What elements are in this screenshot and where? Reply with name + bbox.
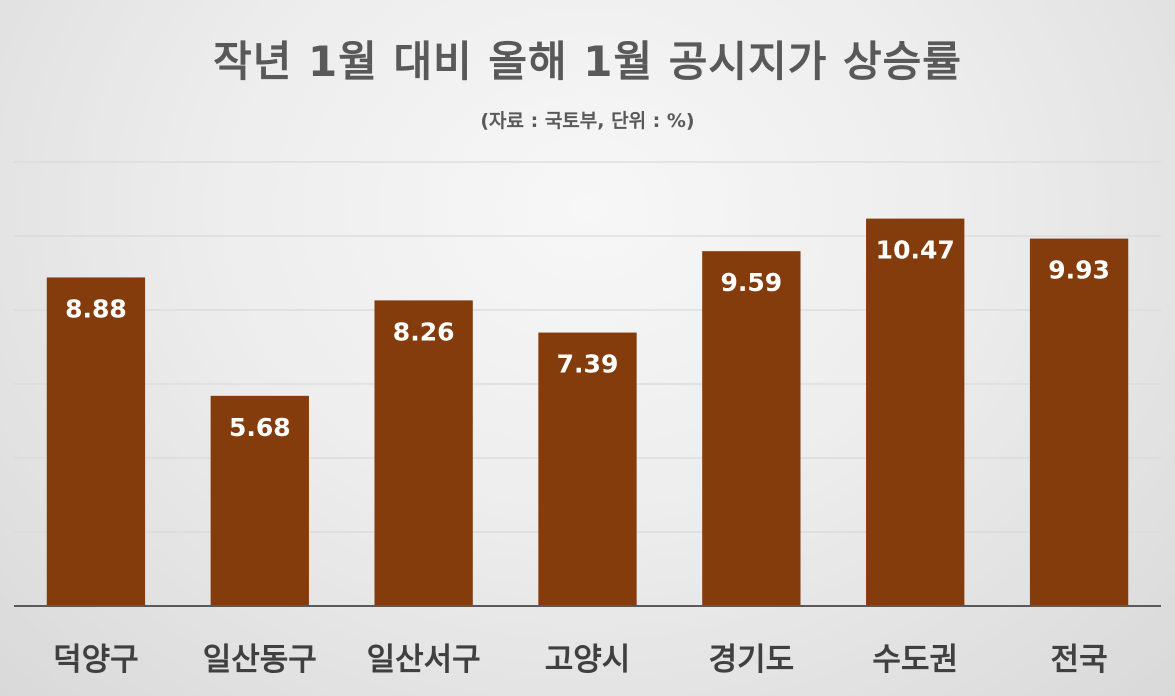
category-label: 고양시 bbox=[545, 642, 631, 678]
category-label: 일산동구 bbox=[203, 642, 317, 678]
bar bbox=[46, 277, 146, 606]
bar bbox=[538, 332, 637, 606]
bar bbox=[702, 251, 801, 607]
chart-subtitle: (자료 : 국토부, 단위 : %) bbox=[480, 110, 695, 132]
category-label: 덕양구 bbox=[53, 642, 139, 678]
bar bbox=[866, 218, 965, 607]
category-labels: 덕양구 일산동구 일산서구 고양시 경기도 수도권 전국 bbox=[53, 642, 1107, 678]
data-labels: 8.88 5.68 8.26 7.39 9.59 10.47 9.93 bbox=[65, 236, 1110, 442]
chart-title: 작년 1월 대비 올해 1월 공시지가 상승률 bbox=[213, 37, 962, 86]
data-label: 9.59 bbox=[721, 268, 783, 297]
bar bbox=[1029, 238, 1129, 606]
category-label: 일산서구 bbox=[367, 642, 481, 678]
bar bbox=[210, 395, 309, 606]
data-label: 8.88 bbox=[65, 294, 127, 323]
data-label: 8.26 bbox=[393, 317, 455, 346]
category-label: 전국 bbox=[1051, 642, 1108, 678]
bar bbox=[374, 300, 473, 606]
bars bbox=[46, 218, 1129, 607]
category-label: 수도권 bbox=[872, 642, 958, 678]
data-label: 7.39 bbox=[557, 350, 619, 379]
data-label: 5.68 bbox=[229, 413, 291, 442]
data-label: 9.93 bbox=[1048, 256, 1110, 285]
data-label: 10.47 bbox=[876, 236, 955, 265]
category-label: 경기도 bbox=[709, 642, 795, 678]
